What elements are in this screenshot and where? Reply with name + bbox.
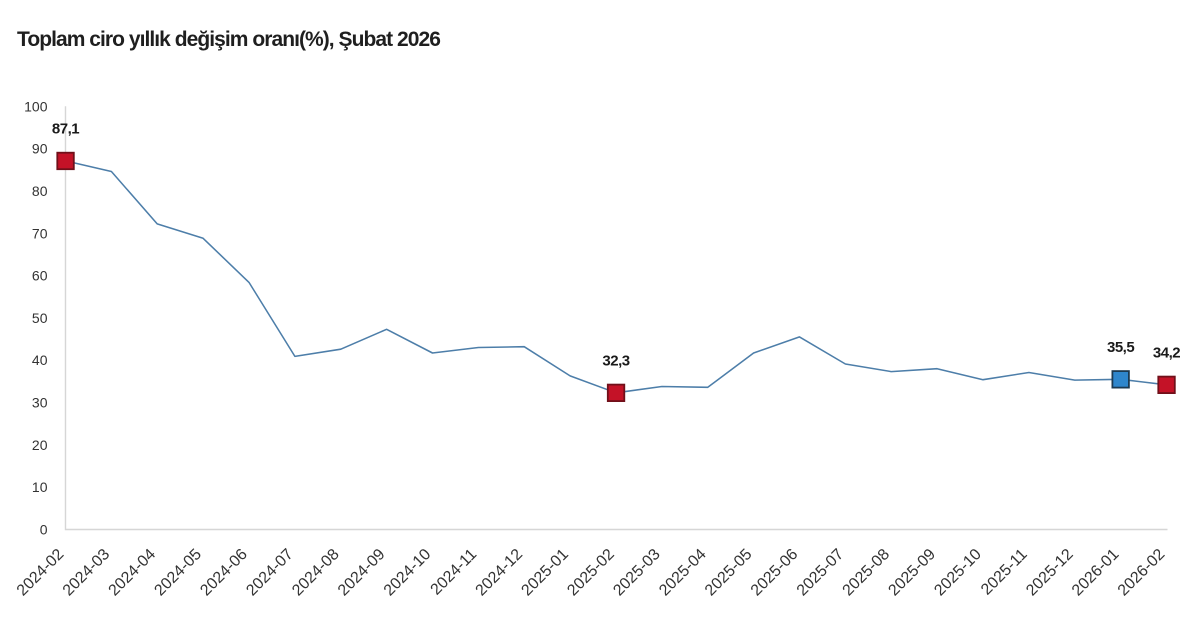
svg-text:100: 100 [24,98,48,114]
svg-text:35,5: 35,5 [1107,339,1134,356]
svg-text:10: 10 [32,479,48,495]
svg-text:90: 90 [32,141,48,157]
svg-text:34,2: 34,2 [1153,345,1180,362]
svg-text:40: 40 [32,352,48,368]
svg-text:0: 0 [40,522,48,538]
svg-text:60: 60 [32,268,48,284]
svg-text:70: 70 [32,225,48,241]
svg-text:30: 30 [32,395,48,411]
svg-text:80: 80 [32,183,48,199]
svg-text:Toplam ciro yıllık değişim ora: Toplam ciro yıllık değişim oranı(%), Şub… [17,28,440,51]
svg-text:50: 50 [32,310,48,326]
svg-text:20: 20 [32,437,48,453]
svg-text:87,1: 87,1 [52,121,79,138]
svg-text:32,3: 32,3 [602,353,629,370]
